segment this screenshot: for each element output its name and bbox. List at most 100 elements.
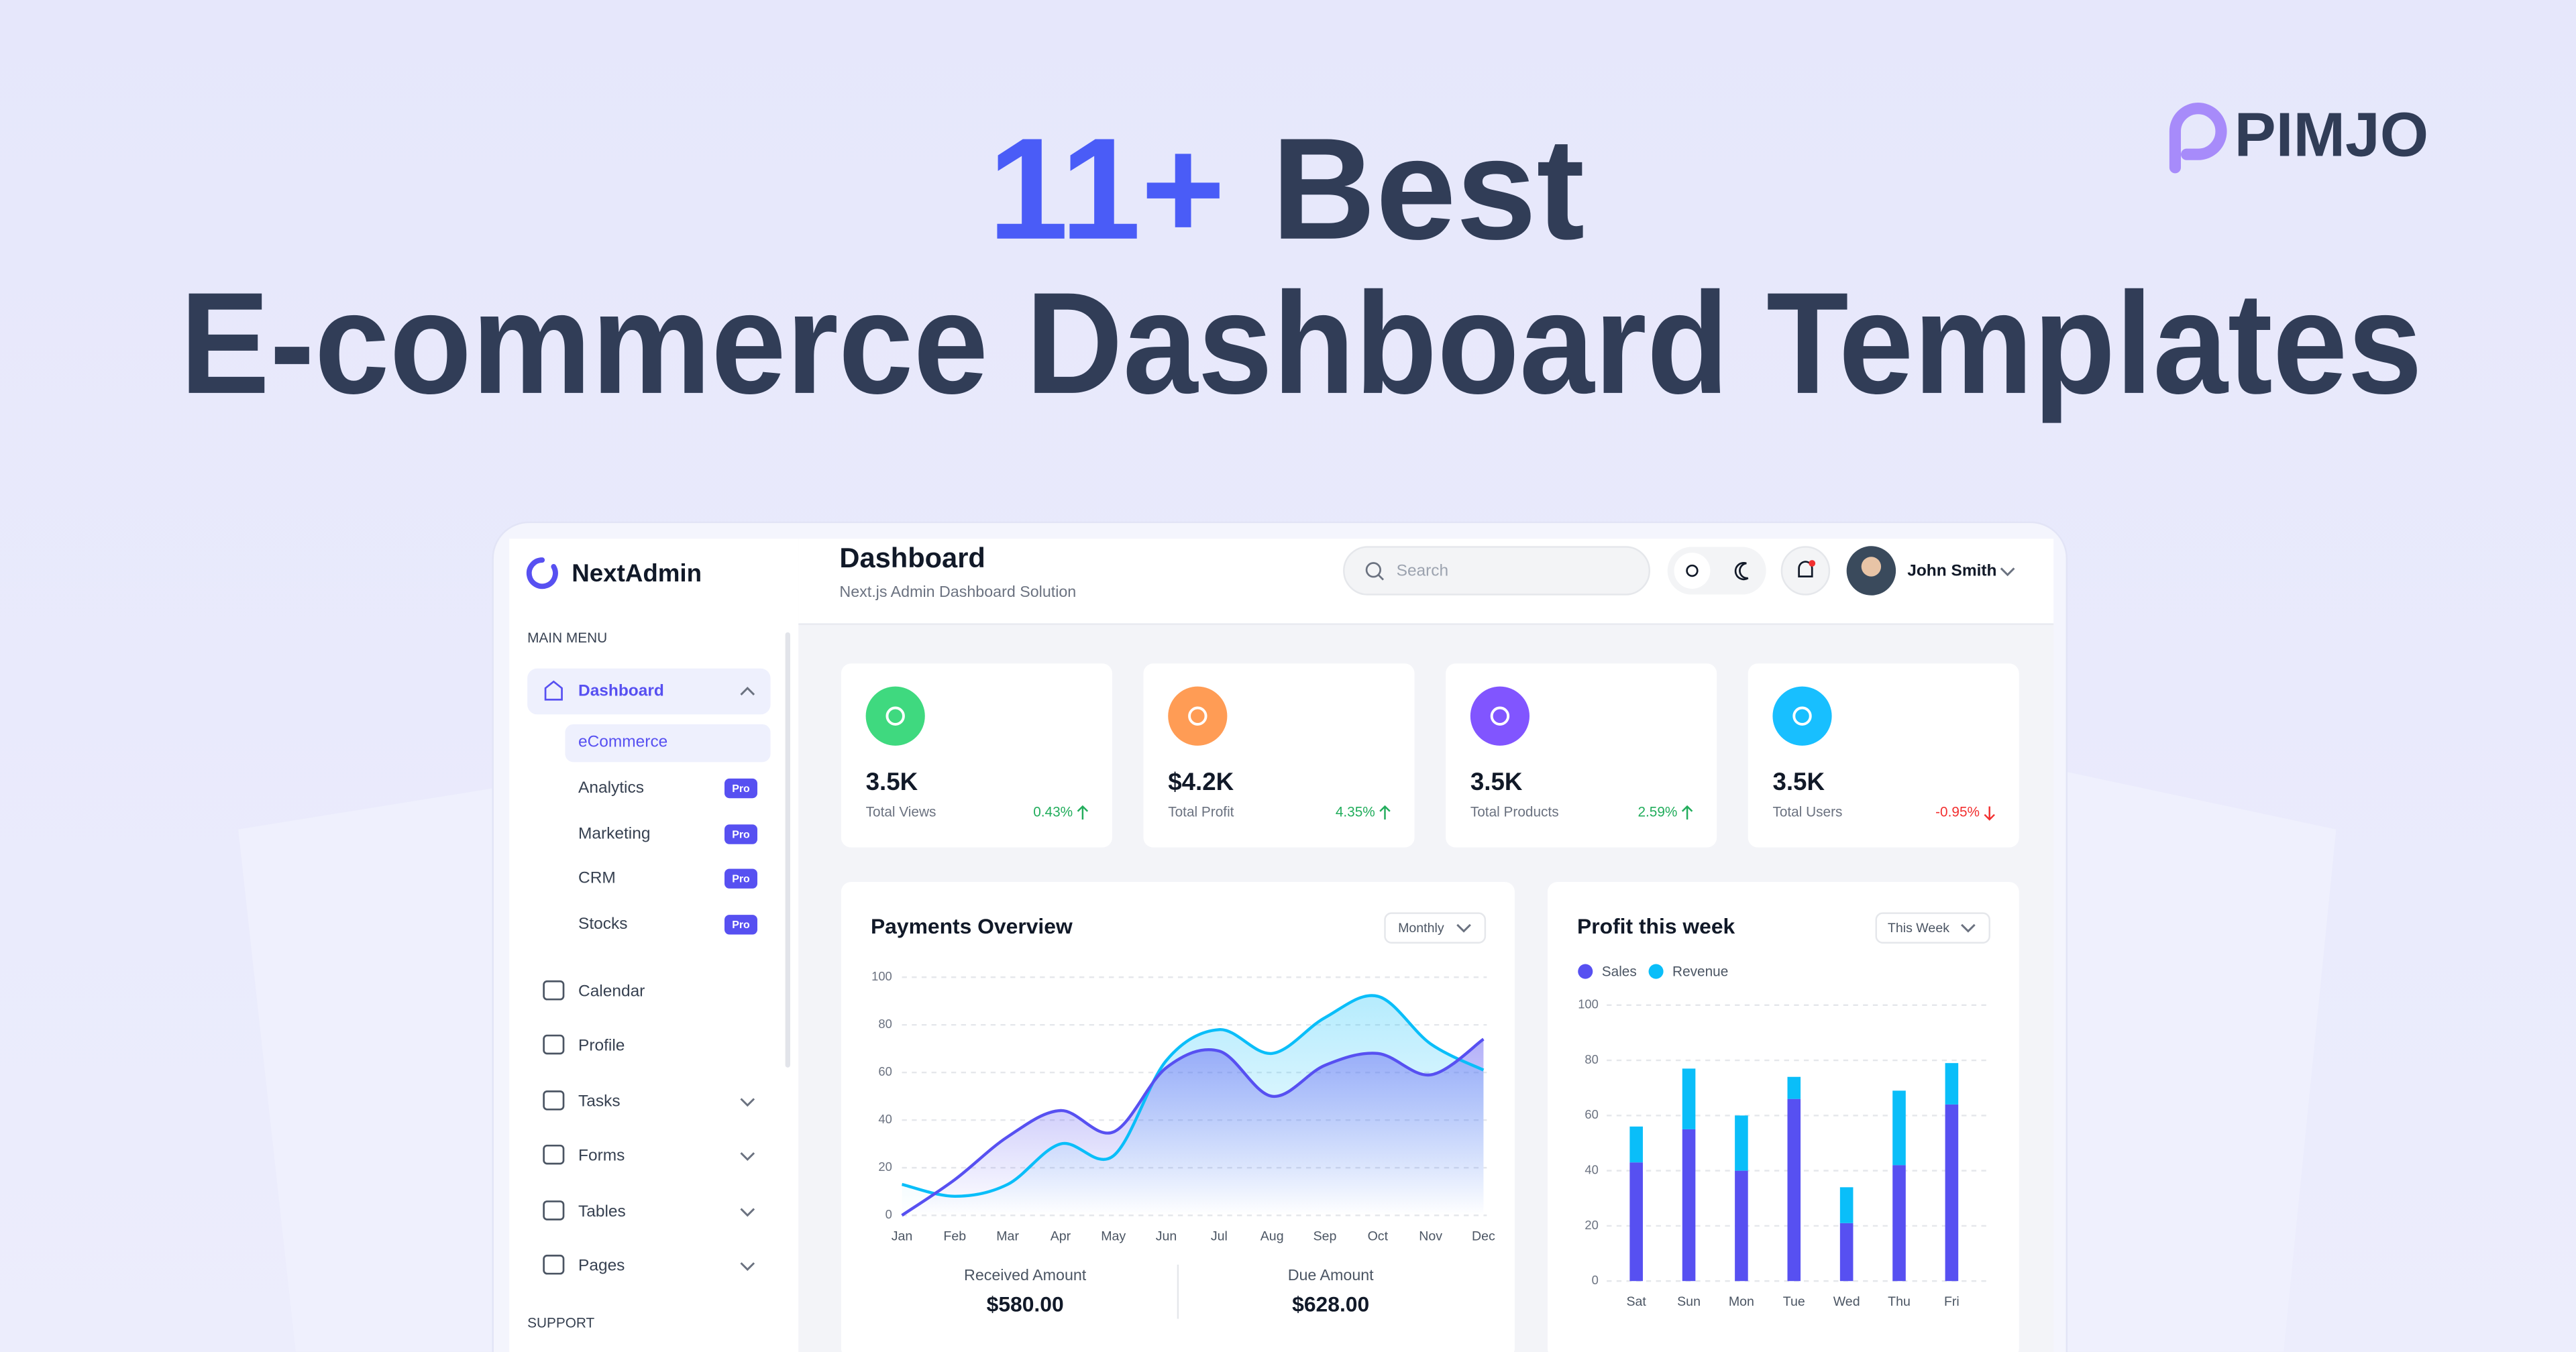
menu-icon — [543, 1034, 565, 1055]
menu-item-label: Dashboard — [578, 681, 664, 699]
y-tick-label: 40 — [1585, 1162, 1598, 1176]
bar-segment — [1892, 1090, 1906, 1166]
logo-icon — [526, 557, 558, 589]
x-tick-label: Jul — [1211, 1229, 1228, 1243]
chevron-icon — [740, 1098, 755, 1107]
bar-segment — [1629, 1162, 1643, 1282]
y-tick-label: 100 — [1578, 997, 1599, 1011]
y-tick-label: 60 — [1585, 1107, 1598, 1121]
summary-value: $628.00 — [1292, 1292, 1369, 1316]
pro-badge-text: Pro — [732, 830, 750, 841]
stat-value: 3.5K — [1470, 768, 1523, 795]
y-tick-label: 0 — [1592, 1273, 1599, 1287]
stat-change: 2.59% — [1638, 805, 1677, 820]
light-mode-button[interactable] — [1674, 553, 1711, 589]
stat-icon-glyph — [1490, 706, 1510, 726]
chevron-icon — [740, 1262, 755, 1272]
pro-badge-text: Pro — [732, 874, 750, 885]
stat-icon — [1772, 686, 1832, 746]
bar-segment — [1787, 1076, 1801, 1099]
pro-badge-text: Pro — [732, 783, 750, 795]
x-tick-label: Dec — [1472, 1229, 1495, 1243]
stat-icon — [865, 686, 925, 746]
bar-segment — [1839, 1187, 1854, 1223]
menu-item-label: Tables — [578, 1202, 626, 1221]
x-tick-label: Jan — [892, 1229, 913, 1243]
y-tick-label: 80 — [1585, 1052, 1598, 1066]
menu-item-active[interactable] — [527, 668, 771, 715]
headline-line2: E-commerce Dashboard Templates — [180, 262, 2422, 424]
chevron-icon — [740, 687, 755, 695]
sun-icon — [1686, 564, 1699, 577]
x-tick-label: Mar — [996, 1229, 1019, 1243]
x-tick-label: Tue — [1783, 1294, 1805, 1309]
y-tick-label: 0 — [885, 1207, 892, 1221]
user-name: John Smith — [1907, 562, 1996, 580]
trend-arrow — [1379, 805, 1391, 820]
dashboard-icon — [544, 680, 563, 701]
bar-segment — [1735, 1115, 1748, 1171]
period-dropdown[interactable] — [1875, 912, 1990, 944]
y-tick-label: 20 — [878, 1160, 892, 1174]
scrollbar — [785, 632, 790, 1068]
deco-card — [2066, 772, 2337, 1352]
search-icon — [1365, 562, 1381, 578]
x-tick-label: Mon — [1729, 1294, 1754, 1309]
submenu-item: Analytics — [578, 779, 644, 797]
x-tick-label: Nov — [1419, 1229, 1442, 1243]
x-tick-label: Apr — [1051, 1229, 1071, 1243]
x-tick-label: Sun — [1677, 1294, 1701, 1309]
menu-item-label: Forms — [578, 1147, 625, 1165]
bar-segment — [1682, 1068, 1696, 1129]
trend-arrow — [1077, 805, 1089, 820]
menu-item-label: Profile — [578, 1036, 625, 1054]
pro-badge — [724, 915, 757, 935]
bar-segment — [1945, 1104, 1959, 1282]
pro-badge — [724, 778, 757, 799]
stat-icon-glyph — [1792, 706, 1812, 726]
bar-segment — [1839, 1223, 1854, 1282]
x-tick-label: Jun — [1156, 1229, 1177, 1243]
menu-item-label: Pages — [578, 1257, 625, 1275]
submenu-item: Stocks — [578, 915, 627, 933]
stat-icon — [1470, 686, 1529, 746]
x-tick-label: Oct — [1368, 1229, 1389, 1243]
period-label: This Week — [1888, 921, 1949, 936]
bar-segment — [1629, 1126, 1643, 1163]
stat-label: Total Profit — [1168, 805, 1234, 820]
submenu-item: CRM — [578, 869, 616, 887]
bar-segment — [1787, 1098, 1801, 1282]
search-box[interactable] — [1343, 546, 1650, 596]
menu-item-label: Calendar — [578, 982, 645, 1001]
submenu-item-active[interactable] — [565, 724, 771, 763]
stat-value: $4.2K — [1168, 768, 1234, 795]
bar-segment — [1682, 1129, 1696, 1282]
stat-label: Total Views — [866, 805, 936, 820]
notification-button[interactable] — [1780, 546, 1831, 596]
section-label: MAIN MENU — [527, 630, 607, 646]
period-dropdown[interactable] — [1384, 912, 1487, 944]
brand-name: PIMJO — [2235, 100, 2429, 170]
chevron-icon — [2000, 567, 2015, 577]
stat-icon-glyph — [1188, 706, 1208, 726]
user-avatar-face — [1861, 557, 1882, 577]
brand: PIMJO — [2169, 100, 2429, 174]
page-title: Dashboard — [839, 542, 985, 573]
legend-label: Sales — [1602, 964, 1637, 979]
deco-card — [238, 788, 493, 1352]
x-tick-label: Sep — [1313, 1229, 1337, 1243]
trend-arrow — [1984, 806, 1995, 821]
summary-label: Received Amount — [964, 1266, 1087, 1284]
brand-icon — [2169, 103, 2227, 174]
page-subtitle: Next.js Admin Dashboard Solution — [839, 583, 1076, 600]
x-tick-label: Aug — [1260, 1229, 1284, 1243]
chevron-icon — [1456, 923, 1471, 933]
stat-icon — [1168, 686, 1228, 746]
moon-icon — [1734, 562, 1749, 581]
line-series — [901, 1037, 1485, 1217]
notification-dot — [1809, 560, 1816, 567]
stat-icon-glyph — [885, 706, 905, 726]
menu-icon — [543, 1144, 565, 1165]
headline-text: Best — [1271, 108, 1585, 270]
bar-segment — [1945, 1063, 1959, 1105]
